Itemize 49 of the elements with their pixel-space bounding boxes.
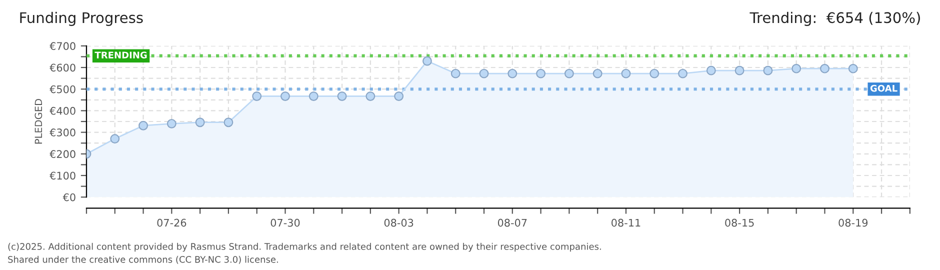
point (508, 68, 518, 78)
point (166, 118, 176, 128)
point (337, 92, 347, 101)
ref-line-label: GOAL (870, 84, 898, 92)
y-tick-label: €400 (50, 106, 76, 115)
y-tick-label: €0 (62, 193, 76, 202)
point (763, 66, 773, 76)
point (479, 68, 489, 78)
point (138, 120, 148, 130)
text: (c)2025. Additional content provided by Rasmus Strand. Trademarks and related content are owned by their respective companies. (8, 242, 601, 252)
point (308, 92, 318, 101)
x-tick-label: 08-11 (612, 218, 640, 227)
point (224, 118, 234, 128)
point (366, 92, 376, 101)
point (592, 68, 602, 78)
point (110, 134, 120, 144)
chart-subtitle: Trending: €654 (130%) (750, 12, 920, 26)
point (650, 68, 660, 78)
y-axis-title: PLEDGED (34, 99, 42, 144)
point (422, 56, 432, 66)
point (848, 64, 858, 74)
point (450, 68, 460, 78)
point (706, 66, 716, 76)
point (734, 66, 744, 76)
x-tick-label: 08-03 (384, 218, 414, 227)
x-tick-label: 07-26 (157, 218, 186, 227)
point (394, 92, 404, 101)
y-tick-label: €300 (50, 128, 76, 136)
point (252, 92, 262, 101)
x-tick-label: 07-30 (270, 218, 300, 227)
point (621, 68, 631, 78)
point (678, 68, 688, 78)
point (564, 68, 574, 78)
ref-line-label: TRENDING (94, 52, 147, 58)
y-tick-label: €200 (50, 150, 76, 158)
point (536, 68, 546, 78)
x-tick-label: 08-07 (498, 218, 527, 227)
x-tick-label: 08-15 (725, 218, 754, 227)
point (820, 64, 830, 74)
y-tick-label: €500 (50, 85, 76, 94)
y-tick-label: €700 (50, 42, 76, 50)
y-tick-label: €100 (50, 172, 76, 180)
chart-title: Funding Progress (20, 12, 143, 26)
y-tick-label: €600 (50, 64, 76, 72)
point (792, 64, 802, 74)
point (280, 92, 290, 101)
point (195, 118, 205, 128)
text: Shared under the creative commons (CC BY-NC 3.0) license. (8, 256, 278, 264)
x-tick-label: 08-19 (838, 218, 868, 227)
